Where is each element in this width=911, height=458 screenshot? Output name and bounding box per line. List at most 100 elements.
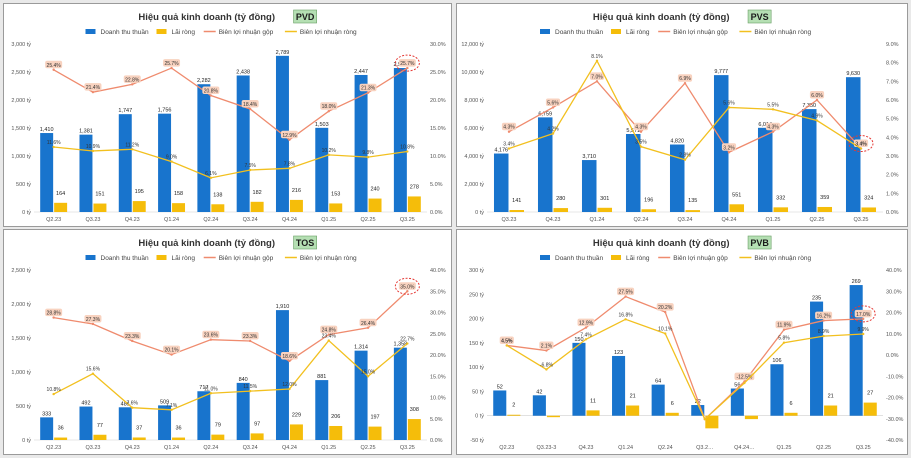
revenue-label: 9,630 [846, 71, 860, 77]
revenue-label: 22 [695, 399, 701, 405]
legend-label: Biên lợi nhuận gộp [219, 29, 274, 36]
profit-label: 138 [213, 192, 222, 198]
revenue-bar [669, 144, 685, 212]
gross-margin-label: 20.2% [658, 305, 673, 311]
gross-margin-label: 12.9% [282, 133, 297, 139]
revenue-label: 106 [772, 358, 781, 364]
y-left-tick: 2,500 tỷ [11, 267, 31, 274]
pct-label-bg [617, 287, 635, 296]
gross-margin-label: 18.4% [243, 102, 258, 108]
net-margin-marker [131, 406, 134, 409]
profit-label: 182 [253, 190, 262, 196]
profit-bar [172, 203, 186, 212]
gross-margin-label: 3.2% [723, 145, 735, 151]
net-margin-marker [288, 167, 291, 170]
pct-label-bg [633, 122, 649, 131]
y-left-tick: 1,000 tỷ [11, 369, 31, 376]
revenue-bar [118, 407, 132, 440]
y-right-tick: 10.0% [886, 332, 902, 338]
profit-label: 153 [331, 191, 340, 197]
net-margin-label: 15.0% [361, 369, 376, 375]
gross-margin-label: 6.0% [811, 93, 823, 99]
revenue-bar [493, 153, 509, 212]
profit-bar [368, 426, 382, 440]
net-margin-marker [639, 145, 643, 148]
profit-bar [211, 434, 225, 440]
pct-label-bg [677, 74, 693, 82]
net-margin-label: 3.5% [635, 140, 647, 146]
gross-margin-marker [52, 68, 55, 71]
legend-item: Biên lợi nhuận ròng [739, 255, 811, 262]
profit-bar [729, 204, 745, 212]
gross-margin-label: 24.8% [322, 328, 337, 334]
net-margin-marker [170, 160, 173, 163]
y-right-tick: 40.0% [430, 268, 446, 274]
profit-label: 216 [292, 188, 301, 194]
profit-label: 197 [370, 415, 379, 421]
profit-label: 280 [556, 196, 565, 202]
profit-label: 308 [410, 407, 419, 413]
net-margin-marker [782, 341, 786, 344]
pct-label-bg [320, 102, 338, 110]
pct-label-bg [163, 345, 181, 354]
chart-title: Hiệu quả kinh doanh (tỷ đồng) [138, 238, 275, 249]
ticker-badge [293, 235, 317, 250]
pct-label-bg [398, 282, 416, 290]
legend-item: Doanh thu thuần [85, 253, 149, 262]
gross-margin-marker [815, 98, 819, 102]
gross-margin-label: 25.4% [47, 63, 62, 69]
pct-label-bg [163, 59, 181, 67]
y-left-tick: 10,000 tỷ [461, 69, 484, 76]
profit-label: 37 [136, 425, 142, 431]
gross-margin-label: 5.6% [547, 100, 559, 106]
profit-bar [407, 419, 421, 440]
gross-margin-marker [327, 333, 330, 336]
net-margin-marker [551, 132, 555, 135]
gross-margin-marker [639, 130, 643, 133]
x-category-label: Q2.24 [634, 217, 649, 223]
legend-label: Biên lợi nhuận ròng [754, 29, 811, 36]
legend-swatch-profit [156, 29, 167, 34]
net-margin-marker [209, 176, 213, 180]
x-category-label: Q3.24 [243, 217, 258, 223]
y-right-tick: 10.0% [430, 154, 446, 160]
ticker-badge [747, 9, 772, 24]
legend-label: Biên lợi nhuận ròng [300, 29, 357, 36]
profit-bar [705, 415, 719, 429]
y-left-tick: 50 tỷ [472, 388, 484, 395]
y-left-tick: 8,000 tỷ [464, 97, 484, 104]
gross-margin-marker [366, 91, 370, 94]
y-right-tick: 5.0% [430, 182, 443, 188]
chart-svg: Hiệu quả kinh doanh (tỷ đồng) PVD Doanh th… [11, 9, 446, 223]
net-margin-label: 12.0% [282, 382, 297, 388]
net-margin-label: 6.1% [205, 171, 217, 177]
net-margin-label: 5.8% [778, 336, 790, 342]
net-margin-label: 4.5% [501, 338, 513, 344]
gross-margin-marker [131, 339, 134, 343]
gross-margin-label: 7.0% [591, 74, 603, 80]
net-margin-marker [288, 387, 291, 391]
chart-panel-tos: Hiệu quả kinh doanh (tỷ đồng) TOS Doanh th… [3, 229, 452, 455]
revenue-bar [612, 355, 626, 416]
profit-label: 77 [97, 423, 103, 429]
revenue-label: 9,777 [714, 69, 728, 75]
legend-label: Lãi ròng [172, 29, 196, 36]
profit-bar [211, 204, 225, 212]
net-margin-label: 15.6% [86, 367, 101, 373]
pct-label-bg [280, 351, 298, 360]
y-left-tick: 500 tỷ [16, 403, 31, 410]
gross-margin-line [506, 295, 864, 421]
gross-margin-label: 25.7% [164, 61, 179, 67]
legend-item: Biên lợi nhuận ròng [739, 29, 811, 36]
y-left-tick: 0 tỷ [475, 413, 484, 420]
gross-margin-marker [366, 326, 370, 329]
profit-bar [597, 207, 613, 212]
x-category-label: Q1.25 [321, 217, 336, 223]
y-left-tick: 1,500 tỷ [11, 125, 31, 132]
revenue-label: 2,789 [276, 50, 290, 56]
legend-item: Lãi ròng [156, 29, 196, 36]
y-right-tick: 0.0% [430, 210, 443, 216]
pct-label-bg [545, 98, 561, 106]
pct-label-bg [656, 303, 674, 311]
y-left-tick: 500 tỷ [16, 181, 31, 188]
